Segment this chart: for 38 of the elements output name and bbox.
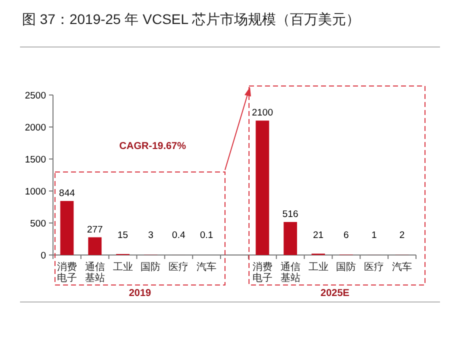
- data-label: 0.1: [200, 230, 214, 241]
- x-tick-label: 医疗: [364, 261, 384, 273]
- x-tick-label: 国防: [336, 261, 356, 273]
- bar: [256, 120, 270, 255]
- chart-title: 图 37：2019-25 年 VCSEL 芯片市场规模（百万美元）: [22, 11, 360, 27]
- data-label: 277: [86, 224, 103, 236]
- data-label: 844: [59, 188, 75, 199]
- x-tick-label: 医疗: [168, 261, 189, 273]
- text: 2025E: [320, 288, 350, 299]
- bar: [88, 237, 102, 255]
- x-tick-label: 工业: [308, 261, 328, 273]
- x-tick-label: 汽车: [392, 261, 412, 273]
- x-tick-label: 消费电子: [252, 261, 272, 284]
- y-tick-label: 500: [30, 218, 46, 230]
- data-label: 0.4: [172, 230, 186, 241]
- annotation: CAGR-19.67%: [119, 141, 186, 152]
- y-tick-label: 1000: [24, 186, 46, 198]
- x-tick-label: 工业: [112, 261, 133, 273]
- y-tick-label: 2000: [24, 122, 46, 134]
- x-tick-label: 汽车: [196, 261, 217, 273]
- y-tick-label: 0: [40, 250, 46, 262]
- data-label: 6: [344, 230, 349, 241]
- x-tick-label: 消费电子: [56, 261, 77, 284]
- y-tick-label: 2500: [24, 90, 46, 102]
- bar: [284, 222, 298, 255]
- x-tick-label: 通信基站: [280, 261, 300, 284]
- data-label: 3: [148, 230, 154, 241]
- data-label: 1: [371, 230, 377, 241]
- x-tick-label: 通信基站: [84, 261, 105, 284]
- y-tick-label: 1500: [24, 154, 46, 166]
- x-tick-label: 国防: [140, 261, 161, 273]
- data-label: 21: [312, 230, 324, 241]
- data-label: 516: [282, 208, 298, 220]
- data-label: 2100: [252, 108, 273, 119]
- data-label: 2: [399, 230, 405, 241]
- data-label: 15: [118, 230, 128, 241]
- bar: [60, 200, 74, 255]
- text: 2019: [128, 288, 152, 299]
